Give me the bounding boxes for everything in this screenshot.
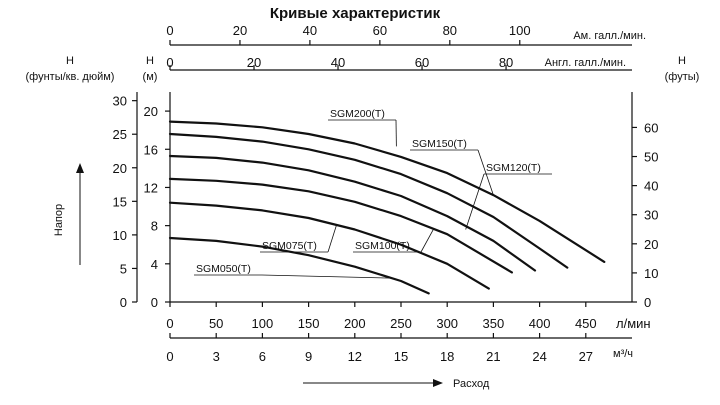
y-ft-label: H bbox=[678, 55, 686, 67]
y-psi-unit-label: (фунты/кв. дюйм) bbox=[26, 71, 115, 83]
y-psi-tick-label: 5 bbox=[120, 261, 127, 276]
y-psi-tick-label: 15 bbox=[113, 194, 127, 209]
x-main-unit-label: л/мин bbox=[616, 316, 651, 331]
curve-label-leader bbox=[262, 275, 392, 278]
x-ukgpm-tick-label: 0 bbox=[166, 55, 173, 70]
y-m-tick-label: 8 bbox=[151, 219, 158, 234]
head-side-label: Напор bbox=[53, 204, 65, 236]
curve-label-sgm200t: SGM200(T) bbox=[330, 108, 385, 120]
y-ft-tick-label: 0 bbox=[644, 295, 651, 310]
y-ft-tick-label: 50 bbox=[644, 150, 658, 165]
x-ukgpm-tick-label: 40 bbox=[331, 55, 345, 70]
x-m3h-tick-label: 0 bbox=[166, 349, 173, 364]
x-main-tick-label: 400 bbox=[529, 316, 551, 331]
x-usgpm-unit-label: Ам. галл./мин. bbox=[573, 30, 646, 42]
x-ukgpm-tick-label: 20 bbox=[247, 55, 261, 70]
y-m-tick-label: 16 bbox=[144, 142, 158, 157]
y-psi-tick-label: 20 bbox=[113, 161, 127, 176]
x-m3h-tick-label: 27 bbox=[579, 349, 593, 364]
x-m3h-tick-label: 9 bbox=[305, 349, 312, 364]
head-arrow-head bbox=[76, 163, 84, 173]
y-psi-tick-label: 10 bbox=[113, 228, 127, 243]
curve-label-leader bbox=[421, 229, 433, 252]
y-ft-tick-label: 20 bbox=[644, 237, 658, 252]
x-main-tick-label: 200 bbox=[344, 316, 366, 331]
y-m-tick-label: 20 bbox=[144, 104, 158, 119]
curve-label-sgm120t: SGM120(T) bbox=[486, 162, 541, 174]
y-ft-tick-label: 60 bbox=[644, 120, 658, 135]
y-ft-unit-label: (футы) bbox=[665, 71, 700, 83]
x-m3h-tick-label: 3 bbox=[213, 349, 220, 364]
y-psi-tick-label: 30 bbox=[113, 94, 127, 109]
x-ukgpm-tick-label: 80 bbox=[499, 55, 513, 70]
y-m-tick-label: 12 bbox=[144, 180, 158, 195]
curve-label-sgm075t: SGM075(T) bbox=[262, 240, 317, 252]
x-usgpm-tick-label: 20 bbox=[233, 23, 247, 38]
y-psi-tick-label: 0 bbox=[120, 295, 127, 310]
y-psi-tick-label: 25 bbox=[113, 127, 127, 142]
chart-title: Кривые характеристик bbox=[270, 5, 441, 22]
x-main-tick-label: 150 bbox=[298, 316, 320, 331]
x-main-tick-label: 450 bbox=[575, 316, 597, 331]
curve-sgm075t bbox=[170, 203, 489, 289]
curve-label-sgm050t: SGM050(T) bbox=[196, 263, 251, 275]
y-m-tick-label: 0 bbox=[151, 295, 158, 310]
y-ft-tick-label: 40 bbox=[644, 179, 658, 194]
x-m3h-tick-label: 18 bbox=[440, 349, 454, 364]
x-ukgpm-unit-label: Англ. галл./мин. bbox=[545, 57, 626, 69]
x-usgpm-tick-label: 40 bbox=[303, 23, 317, 38]
y-m-label: H bbox=[146, 55, 154, 67]
x-m3h-tick-label: 12 bbox=[348, 349, 362, 364]
x-usgpm-tick-label: 80 bbox=[443, 23, 457, 38]
y-m-tick-label: 4 bbox=[151, 257, 158, 272]
x-usgpm-tick-label: 100 bbox=[509, 23, 531, 38]
y-ft-tick-label: 30 bbox=[644, 208, 658, 223]
y-ft-tick-label: 10 bbox=[644, 266, 658, 281]
curve-label-sgm100t: SGM100(T) bbox=[355, 240, 410, 252]
flow-arrow-head bbox=[433, 379, 443, 387]
x-ukgpm-tick-label: 60 bbox=[415, 55, 429, 70]
x-main-tick-label: 50 bbox=[209, 316, 223, 331]
curve-label-sgm150t: SGM150(T) bbox=[412, 138, 467, 150]
x-m3h-tick-label: 21 bbox=[486, 349, 500, 364]
x-usgpm-tick-label: 60 bbox=[373, 23, 387, 38]
flow-label: Расход bbox=[453, 378, 490, 390]
curve-label-leader bbox=[328, 226, 336, 252]
y-psi-label: H bbox=[66, 55, 74, 67]
x-m3h-tick-label: 15 bbox=[394, 349, 408, 364]
y-m-unit-label: (м) bbox=[143, 71, 158, 83]
x-usgpm-tick-label: 0 bbox=[166, 23, 173, 38]
x-main-tick-label: 100 bbox=[252, 316, 274, 331]
x-m3h-tick-label: 24 bbox=[532, 349, 546, 364]
x-m3h-unit-label: м³/ч bbox=[613, 348, 633, 360]
x-main-tick-label: 350 bbox=[483, 316, 505, 331]
x-main-tick-label: 250 bbox=[390, 316, 412, 331]
x-m3h-tick-label: 6 bbox=[259, 349, 266, 364]
x-main-tick-label: 300 bbox=[436, 316, 458, 331]
x-main-tick-label: 0 bbox=[166, 316, 173, 331]
